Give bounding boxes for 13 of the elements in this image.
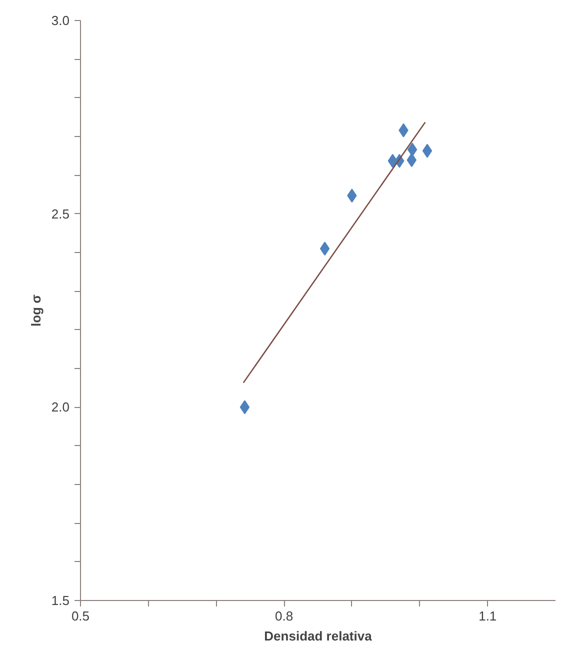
x-tick-label: 1.1 — [478, 608, 497, 624]
y-tick-label: 3.0 — [51, 13, 70, 28]
point — [240, 400, 250, 414]
y-tick-label: 1.5 — [51, 593, 70, 608]
point — [422, 144, 432, 158]
x-axis-title: Densidad relativa — [264, 628, 373, 644]
y-tick-label: 2.5 — [51, 206, 70, 222]
point — [320, 242, 330, 256]
x-tick-label: 0.5 — [71, 608, 90, 624]
y-axis-title: log σ — [28, 294, 44, 326]
x-tick-label: 0.8 — [275, 608, 294, 624]
y-tick-label: 2.0 — [51, 400, 70, 415]
point — [407, 142, 418, 157]
